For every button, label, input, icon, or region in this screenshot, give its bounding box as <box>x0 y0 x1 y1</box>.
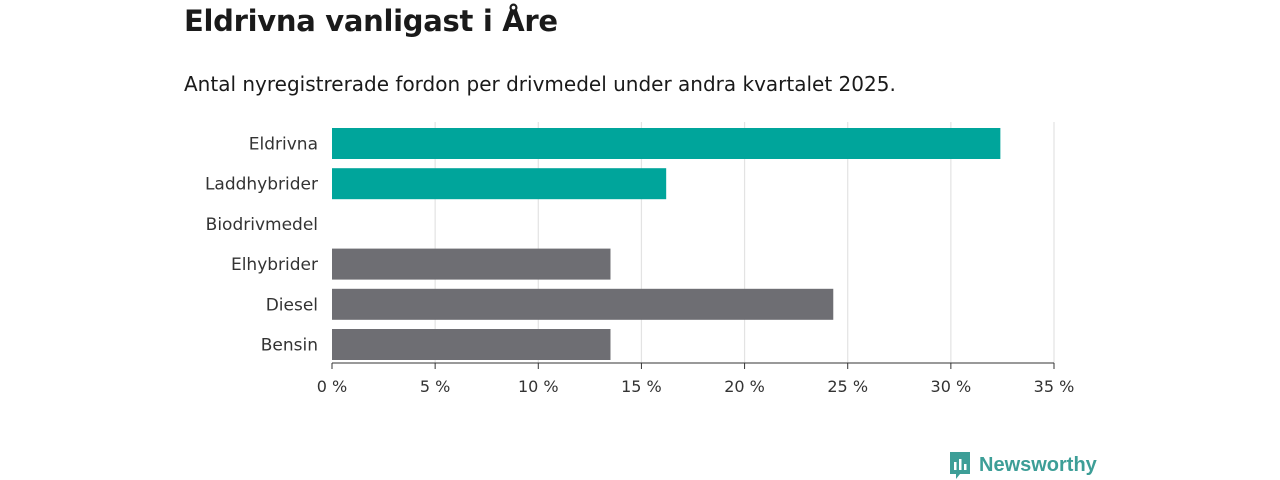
bar-chart-speech-bubble-icon <box>950 452 970 479</box>
x-tick-label: 35 % <box>1034 377 1075 396</box>
x-tick-label: 0 % <box>317 377 347 396</box>
category-label: Diesel <box>266 295 318 315</box>
category-labels: Eldrivna Laddhybrider Biodrivmedel Elhybrid… <box>205 135 318 356</box>
bar-diesel[interactable] <box>332 288 834 320</box>
category-label: Laddhybrider <box>205 175 318 195</box>
chart-subtitle: Antal nyregistrerade fordon per drivmede… <box>184 72 896 96</box>
x-axis-ticks: 0 % 5 % 10 % 15 % 20 % 25 % 30 % 35 % <box>317 363 1075 396</box>
bar-bensin[interactable] <box>332 329 611 360</box>
gridlines <box>434 122 1055 363</box>
bar-elhybrider[interactable] <box>332 248 611 280</box>
category-label: Elhybrider <box>231 255 318 275</box>
x-tick-label: 20 % <box>724 377 765 396</box>
x-tick-label: 10 % <box>518 377 559 396</box>
category-label: Bensin <box>261 336 318 356</box>
category-label: Biodrivmedel <box>206 215 318 235</box>
x-tick-label: 5 % <box>420 377 450 396</box>
x-tick-label: 30 % <box>931 377 972 396</box>
newsworthy-logo[interactable]: Newsworthy <box>948 450 1097 480</box>
bar-chart: Eldrivna Laddhybrider Biodrivmedel Elhybrid… <box>205 122 1075 396</box>
bar-eldrivna[interactable] <box>332 128 1001 159</box>
brand-name: Newsworthy <box>979 453 1097 476</box>
x-tick-label: 25 % <box>827 377 868 396</box>
bar-laddhybrider[interactable] <box>332 168 667 200</box>
bars <box>332 128 1001 360</box>
category-label: Eldrivna <box>249 135 318 155</box>
chart-title: Eldrivna vanligast i Åre <box>184 4 558 38</box>
x-tick-label: 15 % <box>621 377 662 396</box>
